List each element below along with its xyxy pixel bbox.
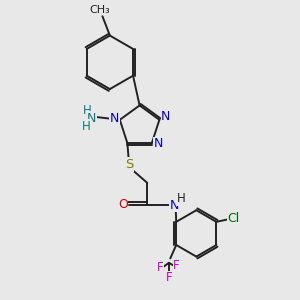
Text: N: N: [110, 112, 119, 125]
Text: N: N: [87, 112, 96, 125]
Text: H: H: [177, 192, 186, 205]
Text: CH₃: CH₃: [90, 5, 110, 15]
Text: S: S: [125, 158, 133, 171]
Text: Cl: Cl: [227, 212, 240, 225]
Text: F: F: [173, 259, 180, 272]
Text: F: F: [157, 261, 164, 274]
Text: N: N: [161, 110, 171, 123]
Text: N: N: [169, 199, 179, 212]
Text: H: H: [82, 120, 91, 133]
Text: F: F: [166, 271, 172, 284]
Text: O: O: [118, 198, 128, 211]
Text: H: H: [83, 104, 92, 117]
Text: N: N: [154, 137, 163, 150]
